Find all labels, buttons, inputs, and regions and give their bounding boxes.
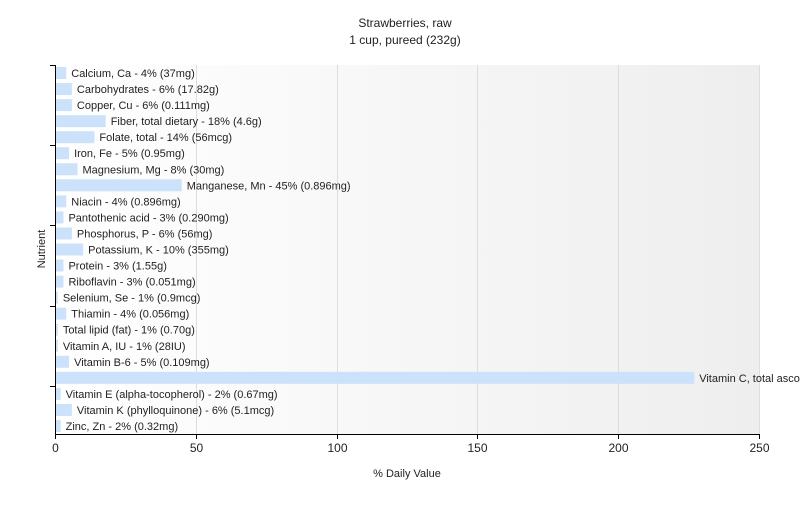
bar-label: Copper, Cu - 6% (0.111mg): [77, 100, 210, 112]
bars: [55, 67, 695, 432]
bar-label: Thiamin - 4% (0.056mg): [71, 309, 189, 321]
x-tick-label: 100: [327, 441, 347, 455]
x-tick-label: 200: [608, 441, 628, 455]
bar: [55, 387, 61, 400]
bar: [55, 355, 70, 368]
bar: [55, 307, 67, 320]
bar-label: Total lipid (fat) - 1% (0.70g): [63, 325, 195, 337]
bar-label: Selenium, Se - 1% (0.9mcg): [63, 293, 201, 305]
bar-label: Vitamin K (phylloquinone) - 6% (5.1mcg): [77, 405, 274, 417]
x-tick-label: 0: [52, 441, 59, 455]
bar-label: Potassium, K - 10% (355mg): [88, 245, 229, 257]
bar: [55, 243, 84, 256]
bar: [55, 211, 64, 224]
bar-label: Protein - 3% (1.55g): [68, 261, 166, 273]
x-axis-title: % Daily Value: [373, 468, 441, 480]
bar: [55, 115, 106, 128]
bar-label: Phosphorus, P - 6% (56mg): [77, 228, 213, 240]
bar: [55, 195, 67, 208]
bar-label: Iron, Fe - 5% (0.95mg): [74, 148, 185, 160]
bar: [55, 83, 72, 96]
bar-label: Pantothenic acid - 3% (0.290mg): [68, 212, 228, 224]
bar-label: Folate, total - 14% (56mcg): [99, 132, 232, 144]
bar: [55, 371, 695, 384]
bar-label: Zinc, Zn - 2% (0.32mg): [66, 421, 178, 433]
bar-label: Fiber, total dietary - 18% (4.6g): [111, 116, 262, 128]
bar-label: Vitamin A, IU - 1% (28IU): [63, 341, 186, 353]
bar: [55, 259, 64, 272]
bar: [55, 163, 78, 176]
bar: [55, 291, 58, 304]
bar: [55, 131, 95, 144]
bar-label: Magnesium, Mg - 8% (30mg): [83, 164, 225, 176]
bar: [55, 339, 58, 352]
bar: [55, 227, 72, 240]
bar-label: Vitamin E (alpha-tocopherol) - 2% (0.67m…: [66, 389, 278, 401]
bar: [55, 99, 72, 112]
bar-labels: Calcium, Ca - 4% (37mg) Carbohydrates - 6…: [63, 68, 800, 433]
bar-label: Calcium, Ca - 4% (37mg): [71, 68, 194, 80]
bar-label: Manganese, Mn - 45% (0.896mg): [187, 180, 351, 192]
bar-label: Carbohydrates - 6% (17.82g): [77, 84, 219, 96]
bar: [55, 419, 61, 432]
x-tick-label: 250: [749, 441, 769, 455]
bar-label: Vitamin C, total ascorbic acid - 227% (1…: [699, 373, 800, 385]
bar-label: Niacin - 4% (0.896mg): [71, 196, 180, 208]
bar: [55, 67, 67, 80]
x-tick-label: 50: [190, 441, 204, 455]
bar-label: Vitamin B-6 - 5% (0.109mg): [74, 357, 210, 369]
bar: [55, 147, 70, 160]
x-tick-label: 150: [467, 441, 487, 455]
chart-title: Strawberries, raw: [358, 16, 452, 30]
y-axis-title: Nutrient: [36, 230, 48, 269]
bar: [55, 323, 58, 336]
axes: 0 50 100 150 200 250: [50, 65, 770, 455]
bar: [55, 275, 64, 288]
bar: [55, 179, 182, 192]
chart-subtitle: 1 cup, pureed (232g): [349, 33, 460, 47]
bar-label: Riboflavin - 3% (0.051mg): [68, 277, 195, 289]
bar: [55, 403, 72, 416]
